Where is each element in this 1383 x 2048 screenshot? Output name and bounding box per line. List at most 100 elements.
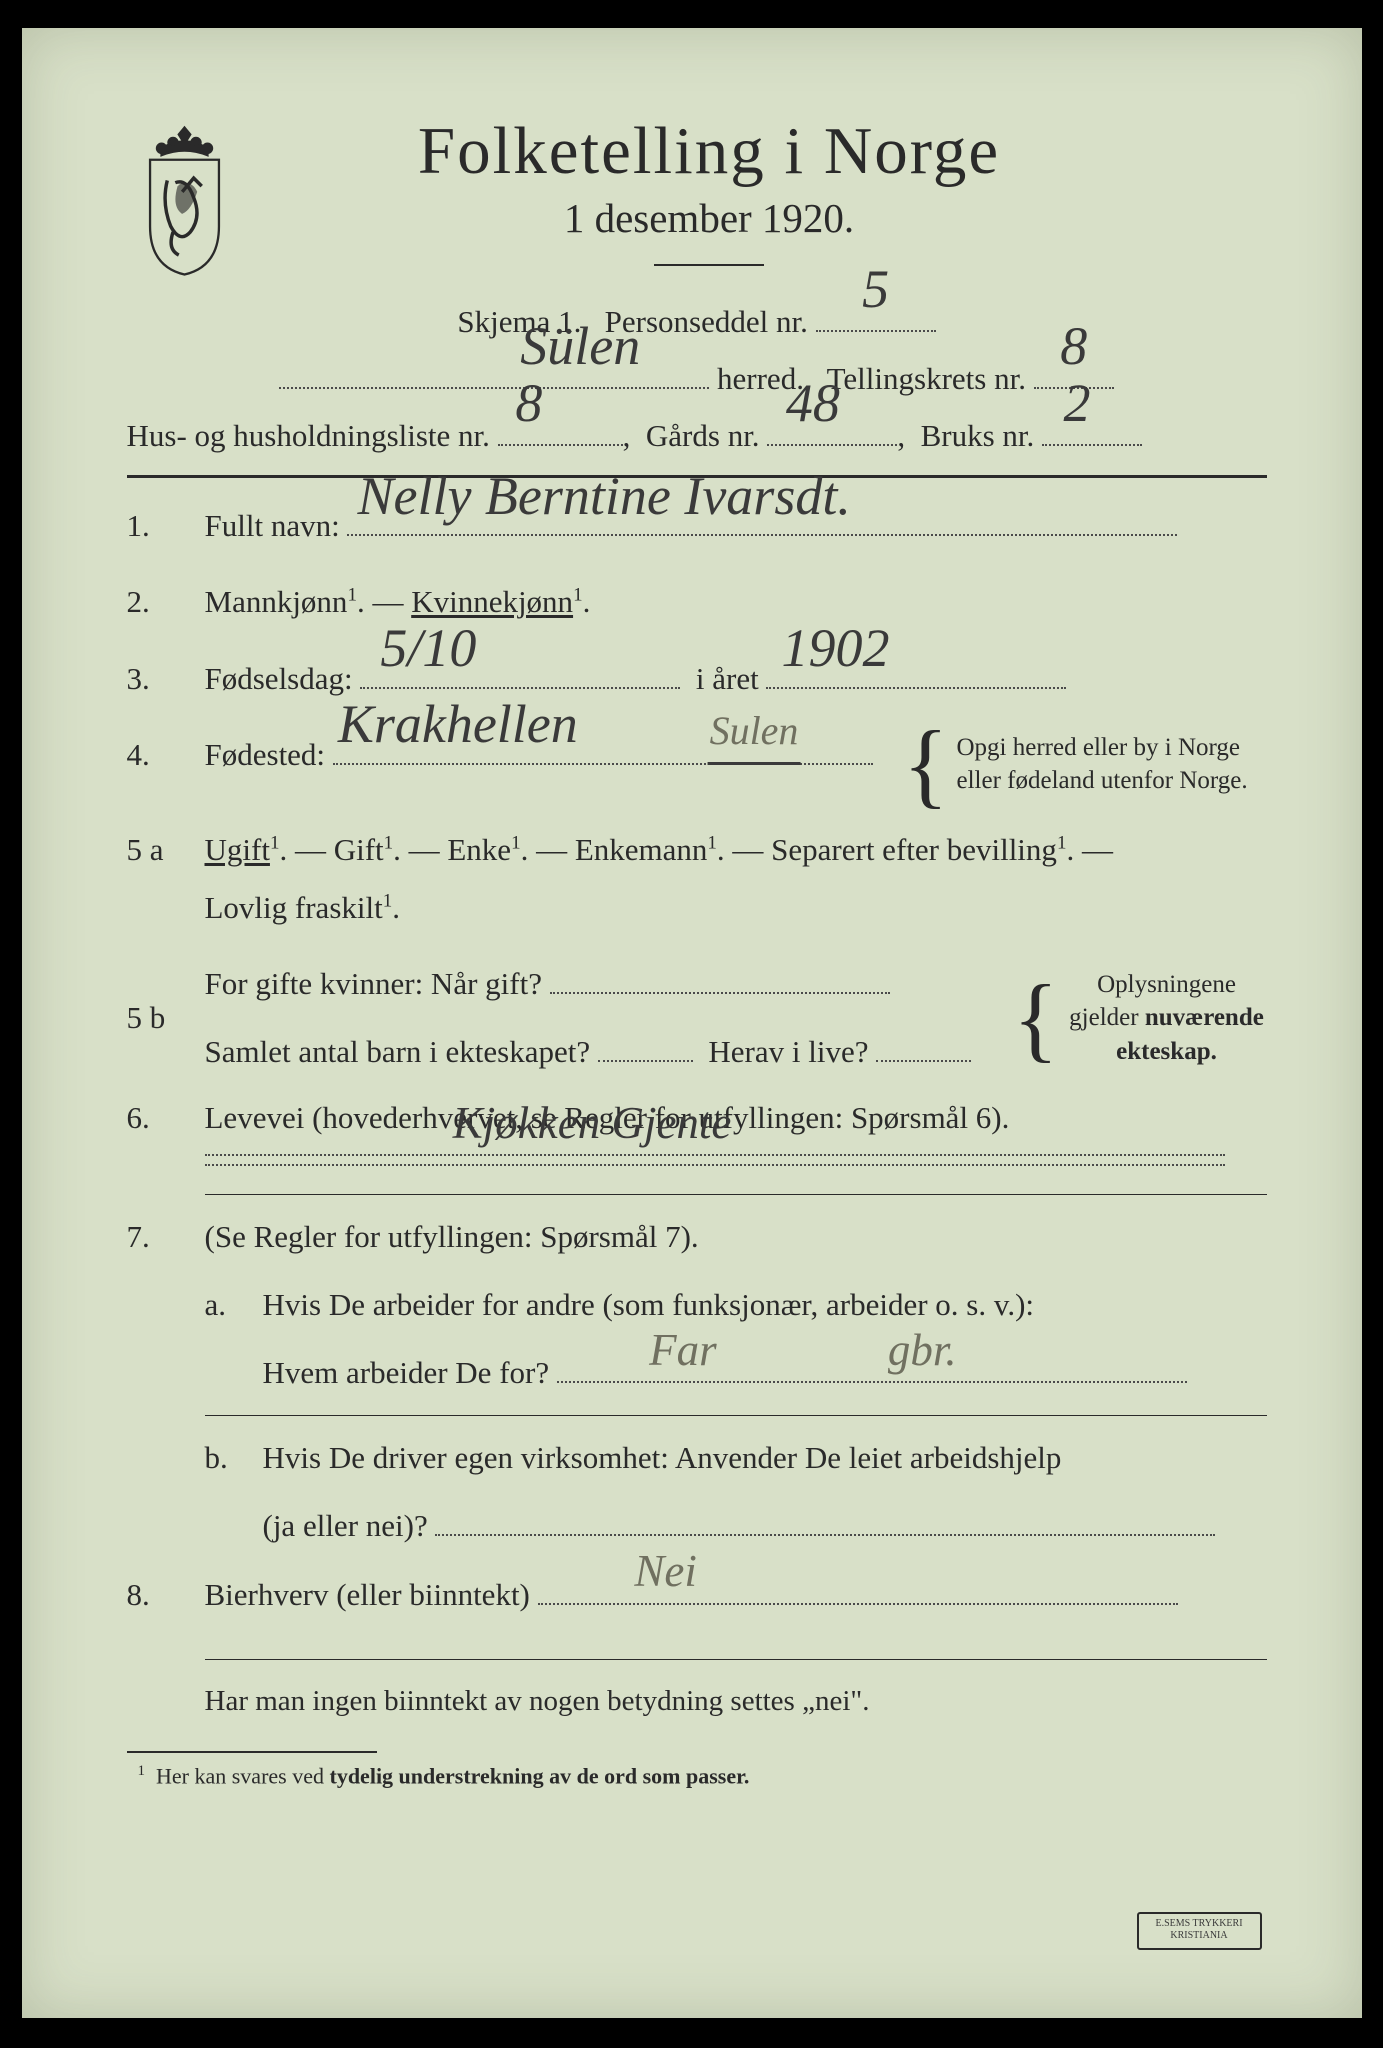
footnote-rule [127, 1751, 377, 1753]
q5b-row: 5 b For gifte kvinner: Når gift? Samlet … [127, 960, 1267, 1076]
printer-stamp: E.SEMS TRYKKERIKRISTIANIA [1137, 1912, 1262, 1950]
q5b-note-l1: Oplysningene [1067, 968, 1267, 1002]
q7b-field [435, 1534, 1215, 1536]
q4-row: 4. Fødested: Krakhellen Sulen { Opgi her… [127, 731, 1267, 799]
herred-line: Sülen herred. Tellingskrets nr. 8 [127, 353, 1267, 404]
q6-field2 [205, 1164, 1225, 1166]
divider-q6 [205, 1194, 1267, 1195]
personseddel-value: 5 [862, 245, 889, 334]
q1-value: Nelly Berntine Ivarsdt. [357, 455, 850, 539]
footnote-text-a: Her kan svares ved [156, 1764, 330, 1789]
q5b-l1: For gifte kvinner: Når gift? [205, 966, 542, 1001]
footnote: 1 Her kan svares ved tydelig understrekn… [127, 1763, 1267, 1789]
q5b-note-l3: ekteskap. [1067, 1035, 1267, 1069]
q5a-enkemann: Enkemann [575, 832, 708, 867]
q7b-l2: (ja eller nei)? [263, 1508, 428, 1543]
husliste-label: Hus- og husholdningsliste nr. [127, 418, 490, 453]
bruks-field: 2 [1042, 444, 1142, 446]
q5b-gift-field [550, 992, 890, 994]
q5b-note-l2: gjelder nuværende [1067, 1001, 1267, 1035]
q5a-fraskilt: Lovlig fraskilt [205, 890, 383, 925]
husliste-field: 8 [498, 444, 623, 446]
q5a-enke: Enke [447, 832, 511, 867]
q7a-row: a. Hvis De arbeider for andre (som funks… [127, 1281, 1267, 1397]
q6-num: 6. [127, 1094, 187, 1142]
q8-num: 8. [127, 1571, 187, 1619]
herred-field: Sülen [279, 387, 709, 389]
q1-label: Fullt navn: [205, 508, 340, 543]
q4-num: 4. [127, 731, 187, 779]
q7a-field: Far gbr. [557, 1381, 1187, 1383]
q7a-value2: gbr. [888, 1316, 957, 1386]
q1-field: Nelly Berntine Ivarsdt. [347, 534, 1177, 536]
q8-row: 8. Bierhverv (eller biinntekt) Nei [127, 1571, 1267, 1619]
q2-row: 2. Mannkjønn1. — Kvinnekjønn1. [127, 578, 1267, 626]
q5b-l2b: Herav i live? [708, 1034, 868, 1069]
title-block: Folketelling i Norge 1 desember 1920. [272, 113, 1267, 266]
q3-num: 3. [127, 655, 187, 703]
q2-mann: Mannkjønn [205, 584, 348, 619]
subtitle: 1 desember 1920. [272, 194, 1147, 242]
q8-label: Bierhverv (eller biinntekt) [205, 1577, 530, 1612]
q5a-ugift-selected: Ugift [205, 832, 270, 867]
q7a-l2: Hvem arbeider De for? [263, 1355, 550, 1390]
title-rule [654, 264, 764, 266]
footnote-text-b: tydelig understrekning av de ord som pas… [330, 1764, 750, 1789]
q5b-live-field [876, 1060, 971, 1062]
q4-note-box: { Opgi herred eller by i Norge eller fød… [903, 731, 1267, 799]
brace-icon: { [1013, 985, 1059, 1052]
q4-field: Krakhellen Sulen [333, 763, 873, 765]
gards-field: 48 [767, 444, 897, 446]
coat-of-arms-icon [127, 123, 242, 278]
husliste-value: 8 [515, 359, 542, 448]
q5b-l2a: Samlet antal barn i ekteskapet? [205, 1034, 591, 1069]
q7b-label: b. [205, 1434, 245, 1482]
gards-value: 48 [786, 359, 840, 448]
q7b-l1: Hvis De driver egen virksomhet: Anvender… [263, 1434, 1267, 1482]
q7b-row: b. Hvis De driver egen virksomhet: Anven… [127, 1434, 1267, 1550]
q7a-value1: Far [649, 1316, 717, 1386]
q5b-num: 5 b [127, 994, 187, 1042]
q4-label: Fødested: [205, 737, 326, 772]
q2-num: 2. [127, 578, 187, 626]
q4-value-sub: Sulen [708, 700, 801, 765]
q7a-l1: Hvis De arbeider for andre (som funksjon… [263, 1281, 1267, 1329]
q3-label: Fødselsdag: [205, 661, 353, 696]
q5a-separert: Separert efter bevilling [771, 832, 1057, 867]
q5a-row2: Lovlig fraskilt1. [127, 884, 1267, 932]
q3-row: 3. Fødselsdag: 5/10 i året 1902 [127, 655, 1267, 703]
q8-field: Nei [538, 1603, 1178, 1605]
q5a-row: 5 a Ugift1. — Gift1. — Enke1. — Enkemann… [127, 826, 1267, 874]
q7a-label: a. [205, 1281, 245, 1329]
brace-icon: { [903, 731, 949, 798]
header: Folketelling i Norge 1 desember 1920. [127, 113, 1267, 278]
q5a-num: 5 a [127, 826, 187, 874]
skjema-line: Skjema 1. Personseddel nr. 5 [127, 296, 1267, 347]
q4-value-main: Krakhellen [338, 683, 578, 767]
q3-year-label: i året [696, 661, 759, 696]
q4-note-l2: eller fødeland utenfor Norge. [957, 764, 1267, 798]
q8-value: Nei [634, 1537, 697, 1607]
q5b-barn-field [598, 1060, 693, 1062]
q3-day-value: 5/10 [380, 607, 476, 691]
q6-blank-row [127, 1164, 1267, 1166]
q1-row: 1. Fullt navn: Nelly Berntine Ivarsdt. [127, 502, 1267, 550]
q6-value-row: Kjøkken Gjente [127, 1154, 1267, 1156]
divider-q8 [205, 1659, 1267, 1660]
q3-year-value: 1902 [781, 607, 889, 691]
divider-q7a [205, 1415, 1267, 1416]
main-title: Folketelling i Norge [272, 113, 1147, 190]
q6-field: Kjøkken Gjente [205, 1154, 1225, 1156]
personseddel-field: 5 [816, 330, 936, 332]
q5a-gift: Gift [334, 832, 384, 867]
q7-num: 7. [127, 1213, 187, 1261]
bruks-value: 2 [1064, 359, 1091, 448]
closing-line: Har man ingen biinntekt av nogen betydni… [127, 1678, 1267, 1726]
q1-num: 1. [127, 502, 187, 550]
gards-label: Gårds nr. [646, 418, 760, 453]
q3-year-field: 1902 [766, 687, 1066, 689]
bruks-label: Bruks nr. [921, 418, 1035, 453]
tellingskrets-label: Tellingskrets nr. [827, 361, 1026, 396]
footnote-marker: 1 [138, 1763, 146, 1779]
q7-intro: (Se Regler for utfyllingen: Spørsmål 7). [205, 1219, 699, 1254]
